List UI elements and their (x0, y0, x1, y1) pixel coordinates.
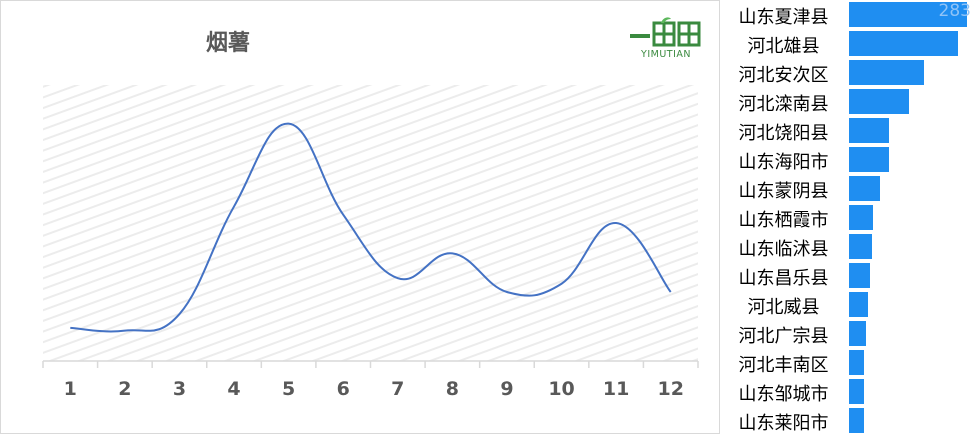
region-ranking-chart: 山东夏津县 283 河北雄县河北安次区河北滦南县河北饶阳县山东海阳市山东蒙阴县山东栖… (722, 0, 977, 436)
logo-mark-icon (630, 17, 701, 47)
ranking-region-label: 河北丰南区 (738, 355, 829, 376)
x-tick-label: 10 (548, 378, 574, 400)
ranking-row: 山东蒙阴县 (722, 174, 977, 203)
ranking-value-label: 283 (938, 1, 971, 21)
ranking-row: 山东莱阳市 (722, 406, 977, 435)
x-tick-label: 5 (282, 378, 295, 400)
ranking-bar (849, 89, 909, 114)
ranking-bar (849, 118, 889, 143)
ranking-region-label: 山东昌乐县 (738, 268, 829, 289)
x-tick-label: 9 (500, 378, 513, 400)
ranking-row: 山东海阳市 (722, 145, 977, 174)
ranking-region-label: 山东海阳市 (738, 152, 829, 173)
ranking-bar (849, 2, 967, 27)
ranking-row: 山东临沭县 (722, 232, 977, 261)
plot-area-background (43, 85, 698, 361)
chart-panel: 1 2 3 4 5 6 7 8 9 10 11 12 烟薯 YIMUTIAN (0, 0, 720, 434)
ranking-row: 山东昌乐县 (722, 261, 977, 290)
x-tick-label: 1 (64, 378, 77, 400)
ranking-region-label: 山东夏津县 (738, 7, 829, 28)
ranking-row: 河北丰南区 (722, 348, 977, 377)
chart-title: 烟薯 (206, 31, 251, 56)
ranking-bar (849, 292, 868, 317)
ranking-row: 河北雄县 (722, 29, 977, 58)
x-tick-label: 2 (118, 378, 131, 400)
ranking-row: 山东栖霞市 (722, 203, 977, 232)
x-axis (42, 360, 699, 368)
ranking-row: 河北威县 (722, 290, 977, 319)
ranking-region-label: 河北威县 (747, 297, 820, 318)
ranking-bar (849, 147, 889, 172)
ranking-row: 河北广宗县 (722, 319, 977, 348)
x-tick-label: 11 (603, 378, 629, 400)
ranking-region-label: 河北广宗县 (738, 326, 829, 347)
series-line (70, 122, 672, 333)
logo-text: YIMUTIAN (641, 49, 691, 60)
ranking-row: 河北安次区 (722, 58, 977, 87)
x-tick-label: 12 (657, 378, 683, 400)
ranking-region-label: 河北雄县 (747, 36, 820, 57)
ranking-row: 山东邹城市 (722, 377, 977, 406)
x-tick-label: 3 (173, 378, 186, 400)
ranking-row: 河北滦南县 (722, 87, 977, 116)
ranking-bar (849, 176, 880, 201)
ranking-region-label: 山东邹城市 (738, 384, 829, 405)
x-tick-label: 4 (227, 378, 240, 400)
ranking-region-label: 河北饶阳县 (738, 123, 829, 144)
ranking-region-label: 山东栖霞市 (738, 210, 829, 231)
ranking-bar (849, 408, 864, 433)
x-tick-label: 6 (337, 378, 350, 400)
ranking-bar (849, 205, 873, 230)
x-tick-labels: 1 2 3 4 5 6 7 8 9 10 11 12 (64, 378, 684, 400)
x-tick-label: 7 (391, 378, 404, 400)
ranking-row: 山东夏津县 283 (722, 0, 977, 29)
yimutian-logo: YIMUTIAN (627, 17, 705, 61)
ranking-bar (849, 263, 870, 288)
ranking-region-label: 山东蒙阴县 (738, 181, 829, 202)
ranking-bar (849, 321, 866, 346)
ranking-bar (849, 350, 864, 375)
ranking-bar (849, 31, 958, 56)
ranking-bar (849, 379, 864, 404)
ranking-region-label: 河北滦南县 (738, 94, 829, 115)
ranking-region-label: 河北安次区 (738, 65, 829, 86)
ranking-region-label: 山东临沭县 (738, 239, 829, 260)
x-tick-label: 8 (446, 378, 459, 400)
ranking-bar (849, 60, 924, 85)
ranking-bar (849, 234, 872, 259)
ranking-row: 河北饶阳县 (722, 116, 977, 145)
ranking-region-label: 山东莱阳市 (738, 413, 829, 434)
line-chart: 1 2 3 4 5 6 7 8 9 10 11 12 (42, 85, 699, 400)
